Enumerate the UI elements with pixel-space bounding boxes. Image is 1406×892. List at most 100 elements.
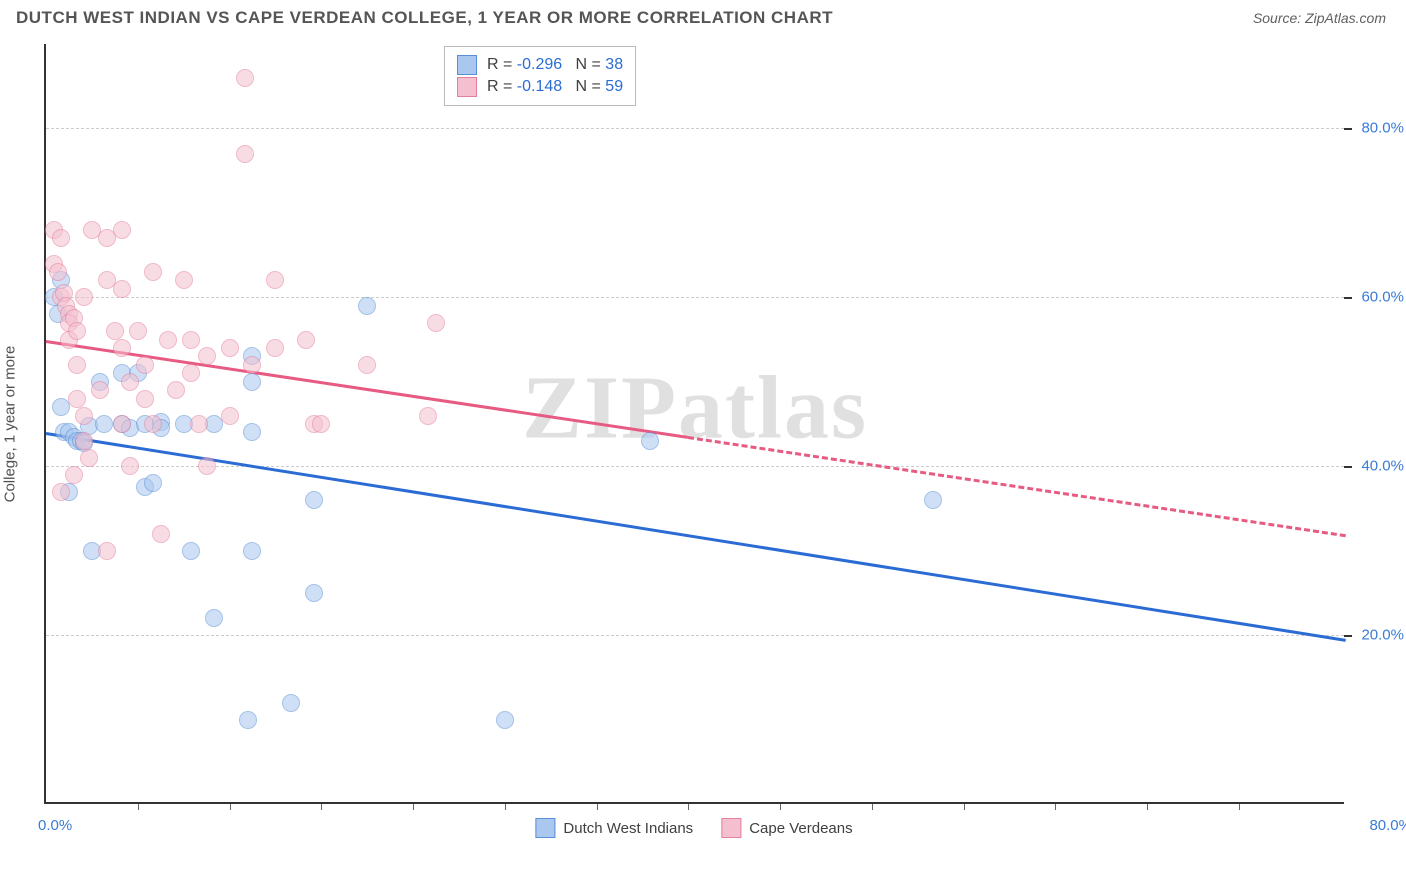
data-point — [80, 449, 98, 467]
data-point — [52, 229, 70, 247]
legend-label: Dutch West Indians — [563, 820, 693, 837]
data-point — [159, 331, 177, 349]
source-attribution: Source: ZipAtlas.com — [1253, 10, 1386, 26]
y-tick-label: 80.0% — [1361, 120, 1404, 137]
x-tick-mark — [1147, 804, 1148, 810]
legend-label: Cape Verdeans — [749, 820, 852, 837]
r-value: -0.148 — [517, 78, 562, 95]
legend: Dutch West Indians Cape Verdeans — [535, 818, 852, 838]
gridline — [46, 466, 1344, 467]
data-point — [113, 415, 131, 433]
data-point — [68, 356, 86, 374]
data-point — [113, 221, 131, 239]
data-point — [68, 390, 86, 408]
data-point — [239, 711, 257, 729]
trend-line — [46, 432, 1346, 642]
stats-row-series-0: R = -0.296 N = 38 — [457, 55, 623, 75]
gridline — [46, 128, 1344, 129]
n-value: 59 — [605, 78, 623, 95]
y-tick-mark — [1344, 297, 1352, 299]
x-tick-mark — [597, 804, 598, 810]
data-point — [152, 525, 170, 543]
data-point — [236, 145, 254, 163]
data-point — [198, 457, 216, 475]
y-tick-mark — [1344, 635, 1352, 637]
data-point — [358, 356, 376, 374]
swatch-icon — [535, 818, 555, 838]
data-point — [243, 373, 261, 391]
y-tick-label: 40.0% — [1361, 458, 1404, 475]
data-point — [221, 407, 239, 425]
data-point — [136, 390, 154, 408]
data-point — [358, 297, 376, 315]
data-point — [198, 347, 216, 365]
data-point — [282, 694, 300, 712]
data-point — [641, 432, 659, 450]
data-point — [266, 271, 284, 289]
x-tick-mark — [1055, 804, 1056, 810]
data-point — [243, 423, 261, 441]
x-tick-mark — [1239, 804, 1240, 810]
stats-text: R = -0.148 N = 59 — [487, 78, 623, 96]
x-tick-mark — [138, 804, 139, 810]
data-point — [312, 415, 330, 433]
y-tick-label: 20.0% — [1361, 627, 1404, 644]
y-tick-mark — [1344, 466, 1352, 468]
data-point — [95, 415, 113, 433]
data-point — [98, 542, 116, 560]
data-point — [49, 263, 67, 281]
n-value: 38 — [605, 56, 623, 73]
x-axis-min-label: 0.0% — [38, 817, 72, 834]
data-point — [167, 381, 185, 399]
data-point — [427, 314, 445, 332]
gridline — [46, 635, 1344, 636]
watermark: ZIPatlas — [522, 356, 868, 459]
legend-item: Cape Verdeans — [721, 818, 852, 838]
data-point — [297, 331, 315, 349]
x-tick-mark — [230, 804, 231, 810]
data-point — [182, 542, 200, 560]
stats-box: R = -0.296 N = 38 R = -0.148 N = 59 — [444, 46, 636, 106]
trend-line — [688, 436, 1346, 537]
data-point — [75, 288, 93, 306]
data-point — [305, 491, 323, 509]
data-point — [182, 331, 200, 349]
data-point — [243, 356, 261, 374]
x-tick-mark — [321, 804, 322, 810]
y-tick-label: 60.0% — [1361, 289, 1404, 306]
stats-row-series-1: R = -0.148 N = 59 — [457, 77, 623, 97]
data-point — [924, 491, 942, 509]
data-point — [52, 483, 70, 501]
data-point — [243, 542, 261, 560]
scatter-plot: ZIPatlas 20.0%40.0%60.0%80.0% — [44, 44, 1344, 804]
chart-area: ZIPatlas 20.0%40.0%60.0%80.0% College, 1… — [44, 44, 1344, 804]
data-point — [144, 415, 162, 433]
gridline — [46, 297, 1344, 298]
x-tick-mark — [780, 804, 781, 810]
legend-item: Dutch West Indians — [535, 818, 693, 838]
data-point — [136, 356, 154, 374]
y-tick-mark — [1344, 128, 1352, 130]
swatch-icon — [457, 77, 477, 97]
data-point — [106, 322, 124, 340]
data-point — [236, 69, 254, 87]
data-point — [91, 381, 109, 399]
y-axis-title: College, 1 year or more — [2, 346, 19, 503]
data-point — [182, 364, 200, 382]
data-point — [129, 322, 147, 340]
data-point — [144, 474, 162, 492]
data-point — [75, 432, 93, 450]
data-point — [113, 339, 131, 357]
data-point — [175, 271, 193, 289]
swatch-icon — [721, 818, 741, 838]
x-tick-mark — [505, 804, 506, 810]
data-point — [113, 280, 131, 298]
data-point — [266, 339, 284, 357]
title-bar: DUTCH WEST INDIAN VS CAPE VERDEAN COLLEG… — [0, 0, 1406, 32]
data-point — [121, 373, 139, 391]
data-point — [205, 609, 223, 627]
data-point — [121, 457, 139, 475]
data-point — [190, 415, 208, 433]
data-point — [68, 322, 86, 340]
data-point — [221, 339, 239, 357]
